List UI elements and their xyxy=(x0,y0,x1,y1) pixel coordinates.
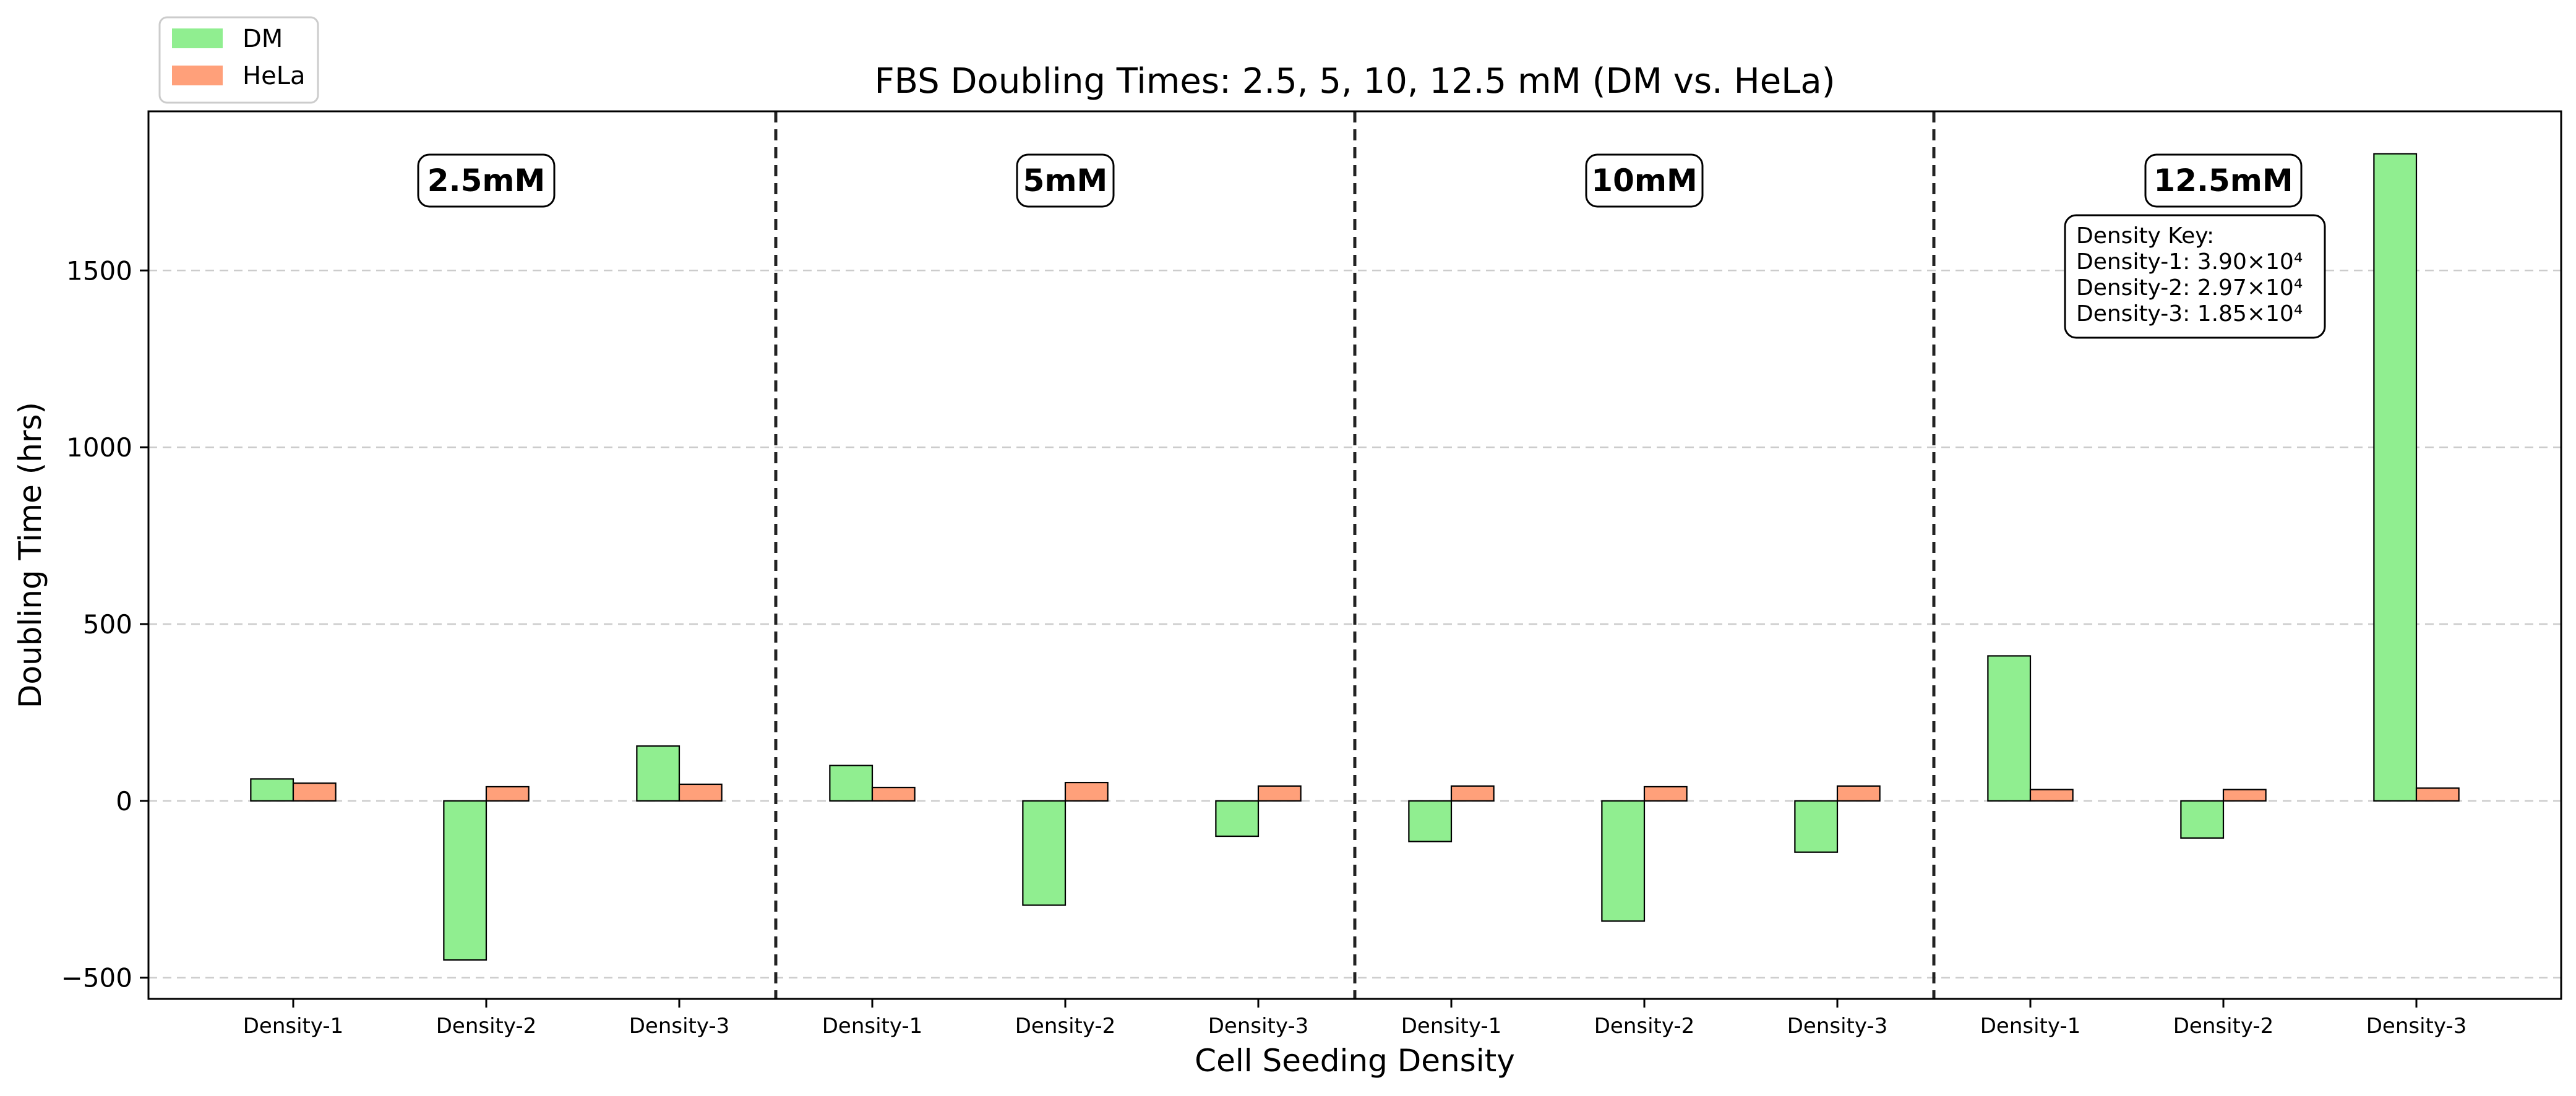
bar-dm xyxy=(636,745,680,802)
concentration-label-box xyxy=(1585,153,1704,208)
x-tick-label: Density-3 xyxy=(629,1014,730,1038)
bar-hela xyxy=(871,787,916,802)
bar-dm xyxy=(2373,153,2418,802)
concentration-label-box xyxy=(417,153,556,208)
bar-hela xyxy=(2222,789,2267,802)
bar-dm xyxy=(1794,800,1839,853)
legend-swatch-hela xyxy=(172,66,223,85)
density-key-title: Density Key: xyxy=(2076,223,2214,249)
bar-dm xyxy=(1601,800,1646,922)
bar-dm xyxy=(1987,655,2032,802)
density-key-frame xyxy=(2064,214,2326,339)
tick-layer: −500 0 500 1000 1500 Density-1 Density-2 Densit… xyxy=(61,255,2467,1038)
group-label-layer: 2.5mM 5mM 10mM 12.5mM xyxy=(417,153,2303,208)
x-tick-label: Density-1 xyxy=(1401,1014,1502,1038)
bar-dm xyxy=(2180,800,2225,839)
bar-hela xyxy=(1450,785,1495,802)
x-tick-label: Density-3 xyxy=(1208,1014,1309,1038)
bar-dm xyxy=(1215,800,1260,837)
bar-dm xyxy=(250,778,294,802)
density-key-entry: Density-3: 1.85×10⁴ xyxy=(2076,301,2303,327)
density-key-entry: Density-1: 3.90×10⁴ xyxy=(2076,249,2303,275)
chart-title: FBS Doubling Times: 2.5, 5, 10, 12.5 mM … xyxy=(874,61,1835,101)
bar-hela xyxy=(1257,785,1302,802)
legend: DM HeLa xyxy=(158,16,319,104)
bar-dm xyxy=(1408,800,1453,842)
plot-frame xyxy=(147,110,2562,1000)
bar-hela xyxy=(485,786,530,802)
y-tick-label: −500 xyxy=(61,963,132,993)
y-tick-label: 0 xyxy=(116,786,132,816)
bar-dm xyxy=(829,764,874,802)
bar-hela xyxy=(1064,782,1109,802)
legend-swatch-dm xyxy=(172,28,223,48)
concentration-label: 5mM xyxy=(1023,163,1108,199)
x-tick-label: Density-2 xyxy=(1015,1014,1116,1038)
x-tick-label: Density-1 xyxy=(1980,1014,2081,1038)
bar-hela xyxy=(1643,786,1688,802)
concentration-label: 10mM xyxy=(1591,163,1697,199)
x-tick-label: Density-2 xyxy=(436,1014,537,1038)
concentration-label: 2.5mM xyxy=(427,163,545,199)
x-tick-label: Density-3 xyxy=(1787,1014,1888,1038)
bar-hela xyxy=(2415,787,2460,802)
y-tick-label: 500 xyxy=(83,609,132,640)
bar-layer xyxy=(250,153,2460,961)
x-tick-label: Density-2 xyxy=(1594,1014,1695,1038)
bar-hela xyxy=(678,783,723,802)
x-tick-label: Density-1 xyxy=(822,1014,923,1038)
y-axis-label: Doubling Time (hrs) xyxy=(12,402,48,708)
density-key-entry: Density-2: 2.97×10⁴ xyxy=(2076,275,2303,301)
concentration-label-box xyxy=(1016,153,1115,208)
x-tick-label: Density-1 xyxy=(243,1014,344,1038)
x-tick-label: Density-3 xyxy=(2366,1014,2467,1038)
x-axis-label: Cell Seeding Density xyxy=(1195,1043,1515,1079)
y-tick-label: 1500 xyxy=(66,255,132,286)
legend-label-hela: HeLa xyxy=(243,62,305,90)
bar-dm xyxy=(443,800,487,961)
density-key-box: Density Key:Density-1: 3.90×10⁴Density-2… xyxy=(2064,214,2326,339)
x-tick-label: Density-2 xyxy=(2173,1014,2274,1038)
bar-hela xyxy=(1836,785,1881,802)
bar-hela xyxy=(292,782,337,802)
divider-layer xyxy=(774,111,1936,999)
bar-dm xyxy=(1022,800,1067,906)
y-tick-label: 1000 xyxy=(66,432,132,463)
concentration-label-box xyxy=(2144,153,2303,208)
concentration-label: 12.5mM xyxy=(2153,163,2293,199)
bar-hela xyxy=(2029,789,2074,802)
legend-label-dm: DM xyxy=(243,25,283,53)
